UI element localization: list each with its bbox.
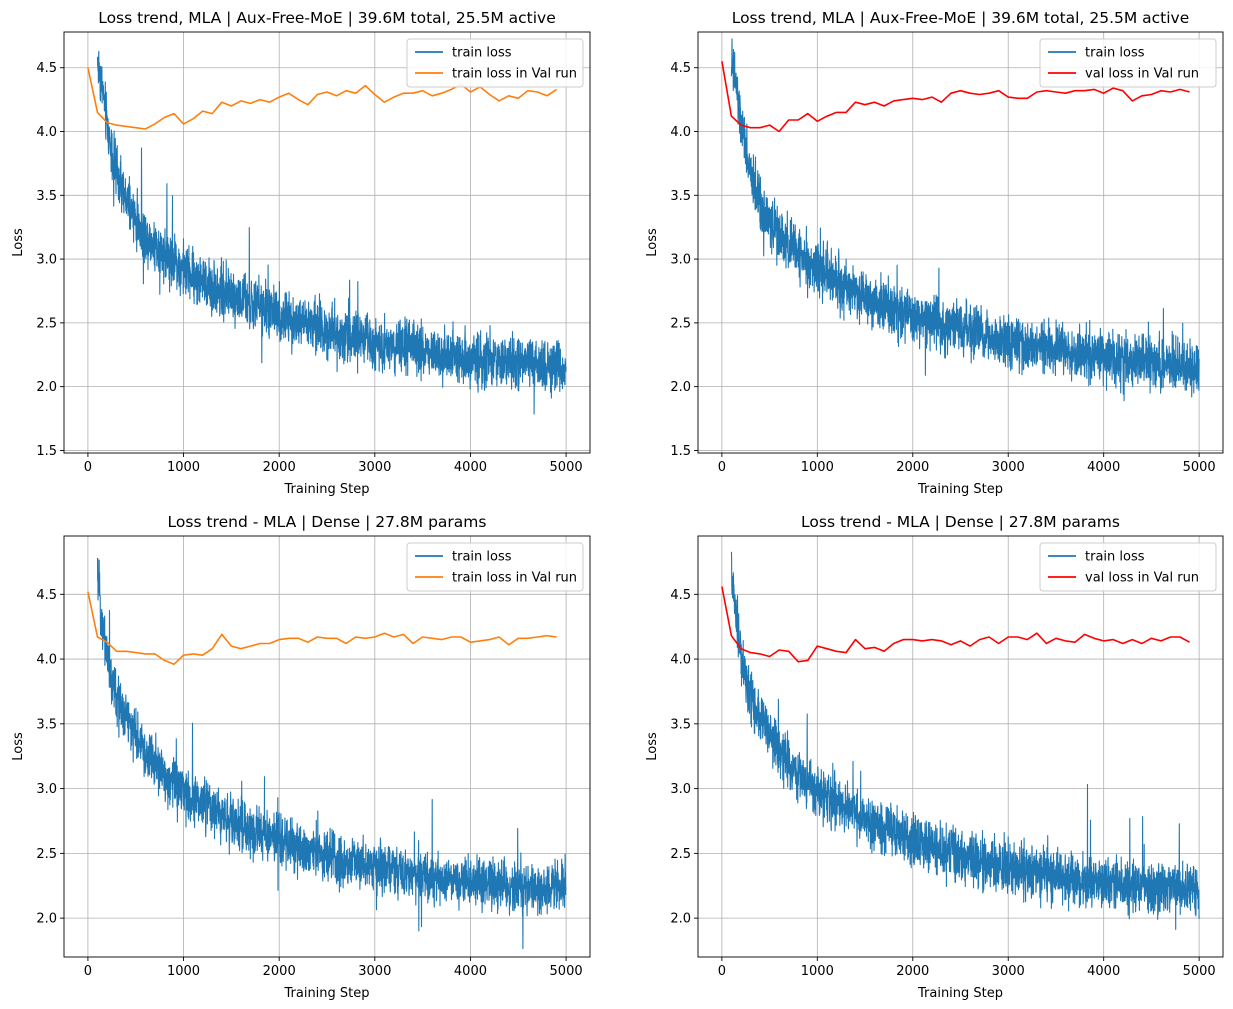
x-axis-label: Training Step — [917, 986, 1003, 1001]
series-line-val-loss-in-val-run — [721, 61, 1190, 133]
series-group — [87, 557, 567, 950]
series-line-train-loss-in-val-run — [87, 67, 557, 130]
y-tick-label: 2.5 — [36, 847, 57, 862]
legend: train loss val loss in Val run — [1039, 542, 1217, 592]
axes-frame — [697, 535, 1224, 958]
legend-box — [1039, 38, 1217, 88]
x-tick-label: 5000 — [550, 964, 583, 979]
x-tick-label: 0 — [718, 964, 726, 979]
x-tick-label: 3000 — [358, 460, 391, 475]
x-tick-label: 0 — [84, 964, 92, 979]
y-tick-label: 2.5 — [670, 847, 691, 862]
y-tick-label: 3.5 — [36, 717, 57, 732]
x-tick-label: 1000 — [801, 460, 834, 475]
subplot-1: 0 1000 2000 3000 4000 5000 1.5 2.0 2.5 3.0 3.5 4.0 4… — [11, 9, 591, 497]
y-tick-label: 3.5 — [36, 189, 57, 204]
axes-frame — [63, 31, 591, 454]
x-axis-label: Training Step — [917, 482, 1003, 497]
y-tick-label: 4.0 — [670, 125, 691, 140]
legend-label: train loss — [452, 46, 512, 61]
legend-label: train loss — [1085, 46, 1145, 61]
subplot-3: 0 1000 2000 3000 4000 5000 2.0 2.5 3.0 3.5 4.0 4.5 L… — [11, 513, 591, 1001]
x-tick-label: 0 — [718, 460, 726, 475]
series-line-train-loss — [96, 50, 567, 415]
x-tick-label: 2000 — [263, 460, 296, 475]
series-group — [87, 50, 567, 415]
subplot-title: Loss trend, MLA | Aux-Free-MoE | 39.6M t… — [98, 9, 556, 27]
x-tick-label: 5000 — [1183, 460, 1216, 475]
y-axis-label: Loss — [645, 228, 660, 257]
y-tick-label: 1.5 — [36, 444, 57, 459]
legend-box — [406, 542, 584, 592]
legend: train loss train loss in Val run — [406, 542, 584, 592]
subplot-title: Loss trend - MLA | Dense | 27.8M params — [801, 513, 1120, 531]
legend-label: train loss — [1085, 550, 1145, 565]
legend-label: val loss in Val run — [1085, 571, 1199, 586]
x-tick-label: 4000 — [454, 964, 487, 979]
y-tick-label: 1.5 — [670, 444, 691, 459]
x-tick-label: 0 — [84, 460, 92, 475]
y-tick-label: 4.5 — [670, 588, 691, 603]
y-tick-label: 4.5 — [670, 61, 691, 76]
legend-box — [406, 38, 584, 88]
x-tick-label: 5000 — [1183, 964, 1216, 979]
x-tick-label: 3000 — [992, 964, 1025, 979]
series-group — [721, 38, 1200, 402]
subplot-2: 0 1000 2000 3000 4000 5000 1.5 2.0 2.5 3.0 3.5 4.0 4… — [645, 9, 1224, 497]
series-line-val-loss-in-val-run — [721, 586, 1190, 663]
y-tick-label: 4.0 — [670, 653, 691, 668]
x-tick-label: 2000 — [896, 964, 929, 979]
series-group — [721, 551, 1200, 930]
x-axis-label: Training Step — [283, 482, 369, 497]
x-axis-label: Training Step — [283, 986, 369, 1001]
legend: train loss val loss in Val run — [1039, 38, 1217, 88]
y-tick-label: 3.0 — [36, 782, 57, 797]
x-tick-label: 4000 — [1087, 964, 1120, 979]
legend-label: train loss in Val run — [452, 67, 577, 82]
y-tick-label: 3.0 — [36, 253, 57, 268]
x-tick-label: 3000 — [358, 964, 391, 979]
x-tick-label: 5000 — [550, 460, 583, 475]
y-tick-label: 2.0 — [670, 380, 691, 395]
axes-frame — [697, 31, 1224, 454]
x-tick-label: 1000 — [167, 460, 200, 475]
y-tick-label: 2.0 — [36, 912, 57, 927]
legend-box — [1039, 542, 1217, 592]
legend-label: train loss in Val run — [452, 571, 577, 586]
y-tick-label: 4.5 — [36, 61, 57, 76]
y-tick-label: 2.0 — [36, 380, 57, 395]
y-tick-label: 2.0 — [670, 912, 691, 927]
subplot-4: 0 1000 2000 3000 4000 5000 2.0 2.5 3.0 3.5 4.0 4.5 L… — [645, 513, 1224, 1001]
y-tick-label: 4.0 — [36, 653, 57, 668]
y-tick-label: 3.5 — [670, 189, 691, 204]
y-axis-label: Loss — [645, 732, 660, 761]
legend-label: val loss in Val run — [1085, 67, 1199, 82]
subplot-title: Loss trend, MLA | Aux-Free-MoE | 39.6M t… — [732, 9, 1190, 27]
y-tick-label: 2.5 — [36, 316, 57, 331]
x-tick-label: 4000 — [1087, 460, 1120, 475]
legend: train loss train loss in Val run — [406, 38, 584, 88]
subplot-title: Loss trend - MLA | Dense | 27.8M params — [168, 513, 487, 531]
x-tick-label: 4000 — [454, 460, 487, 475]
y-tick-label: 3.5 — [670, 717, 691, 732]
y-tick-label: 4.0 — [36, 125, 57, 140]
x-tick-label: 1000 — [801, 964, 834, 979]
x-tick-label: 2000 — [263, 964, 296, 979]
y-tick-label: 2.5 — [670, 316, 691, 331]
y-tick-label: 4.5 — [36, 588, 57, 603]
x-tick-label: 2000 — [896, 460, 929, 475]
x-tick-label: 3000 — [992, 460, 1025, 475]
series-line-train-loss-in-val-run — [87, 591, 557, 665]
x-tick-label: 1000 — [167, 964, 200, 979]
legend-label: train loss — [452, 550, 512, 565]
series-line-train-loss — [730, 551, 1200, 930]
y-tick-label: 3.0 — [670, 253, 691, 268]
y-axis-label: Loss — [11, 732, 26, 761]
y-axis-label: Loss — [11, 228, 26, 257]
series-line-train-loss — [96, 557, 567, 950]
axes-frame — [63, 535, 591, 958]
series-line-train-loss — [730, 38, 1200, 402]
y-tick-label: 3.0 — [670, 782, 691, 797]
